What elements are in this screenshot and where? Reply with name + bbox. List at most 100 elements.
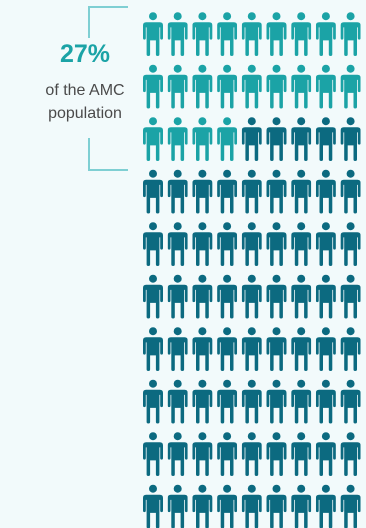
- person-icon: [143, 484, 163, 528]
- person-icon: [217, 484, 238, 528]
- person-icon: [266, 169, 287, 214]
- person-icon: [241, 327, 262, 371]
- bracket-bottom-horizontal: [88, 169, 128, 171]
- person-icon: [266, 274, 287, 319]
- person-icon: [217, 327, 238, 371]
- person-icon: [192, 432, 213, 476]
- person-icon-highlighted: [192, 117, 213, 161]
- person-icon: [192, 274, 213, 319]
- person-icon-highlighted: [241, 12, 262, 56]
- person-icon: [315, 222, 336, 266]
- person-icon: [217, 432, 238, 476]
- person-icon-highlighted: [315, 64, 336, 109]
- person-icon-highlighted: [291, 64, 312, 109]
- person-icon: [167, 169, 188, 214]
- person-icon-highlighted: [143, 117, 163, 161]
- person-icon: [340, 379, 361, 424]
- person-icon-highlighted: [167, 117, 188, 161]
- person-icon-highlighted: [217, 12, 238, 56]
- person-icon: [192, 222, 213, 266]
- person-icon-highlighted: [217, 117, 238, 161]
- person-icon: [340, 274, 361, 319]
- person-icon: [143, 169, 163, 214]
- person-icon: [291, 432, 312, 476]
- person-icon-highlighted: [143, 12, 163, 56]
- person-icon-highlighted: [143, 64, 163, 109]
- person-icon: [315, 117, 336, 161]
- bracket-top-vertical: [88, 6, 90, 38]
- person-icon-highlighted: [340, 12, 361, 56]
- person-icon: [340, 222, 361, 266]
- person-icon: [167, 327, 188, 371]
- person-icon-highlighted: [340, 64, 361, 109]
- percentage-description: of the AMC population: [0, 79, 170, 125]
- person-icon: [167, 274, 188, 319]
- person-icon: [315, 327, 336, 371]
- person-icon: [241, 117, 262, 161]
- bracket-top-horizontal: [88, 6, 128, 8]
- callout: 27% of the AMC population: [0, 0, 150, 528]
- person-icon: [266, 117, 287, 161]
- person-icon: [167, 222, 188, 266]
- description-line-2: population: [48, 105, 122, 122]
- person-icon: [291, 327, 312, 371]
- person-icon: [192, 169, 213, 214]
- person-icon: [266, 222, 287, 266]
- person-icon: [340, 327, 361, 371]
- person-icon-highlighted: [192, 64, 213, 109]
- person-icon: [143, 327, 163, 371]
- person-icon: [167, 432, 188, 476]
- person-icon: [266, 432, 287, 476]
- person-icon: [266, 484, 287, 528]
- person-icon: [143, 432, 163, 476]
- person-icon-highlighted: [315, 12, 336, 56]
- person-icon: [241, 222, 262, 266]
- person-icon: [291, 379, 312, 424]
- person-icon: [315, 169, 336, 214]
- person-icon: [167, 484, 188, 528]
- person-icon: [315, 379, 336, 424]
- person-icon: [291, 222, 312, 266]
- person-icon: [192, 379, 213, 424]
- percentage-label: 27%: [59, 40, 111, 68]
- person-icon: [217, 222, 238, 266]
- person-icon-highlighted: [291, 12, 312, 56]
- person-icon: [266, 379, 287, 424]
- person-icon: [241, 379, 262, 424]
- person-icon: [291, 484, 312, 528]
- person-icon: [266, 327, 287, 371]
- bracket-bottom-vertical: [88, 138, 90, 170]
- person-icon: [340, 432, 361, 476]
- person-icon: [340, 117, 361, 161]
- person-icon: [241, 169, 262, 214]
- person-icon: [192, 484, 213, 528]
- description-line-1: of the AMC: [45, 82, 125, 99]
- person-icon: [241, 484, 262, 528]
- person-icon: [315, 432, 336, 476]
- person-icon: [241, 432, 262, 476]
- person-icon: [143, 274, 163, 319]
- person-icon: [217, 379, 238, 424]
- person-icon: [315, 484, 336, 528]
- person-icon-highlighted: [167, 64, 188, 109]
- person-icon: [217, 274, 238, 319]
- pictogram-svg: [143, 12, 361, 528]
- person-icon: [217, 169, 238, 214]
- person-icon: [143, 222, 163, 266]
- person-icon: [340, 484, 361, 528]
- person-icon-highlighted: [167, 12, 188, 56]
- person-icon: [143, 379, 163, 424]
- person-icon-highlighted: [266, 64, 287, 109]
- person-icon-highlighted: [192, 12, 213, 56]
- person-icon-highlighted: [217, 64, 238, 109]
- person-icon: [340, 169, 361, 214]
- person-icon: [291, 169, 312, 214]
- person-icon-highlighted: [266, 12, 287, 56]
- person-icon: [192, 327, 213, 371]
- person-icon: [241, 274, 262, 319]
- pictogram-grid: [143, 12, 366, 528]
- person-icon: [291, 274, 312, 319]
- person-icon: [315, 274, 336, 319]
- person-icon: [291, 117, 312, 161]
- person-icon-highlighted: [241, 64, 262, 109]
